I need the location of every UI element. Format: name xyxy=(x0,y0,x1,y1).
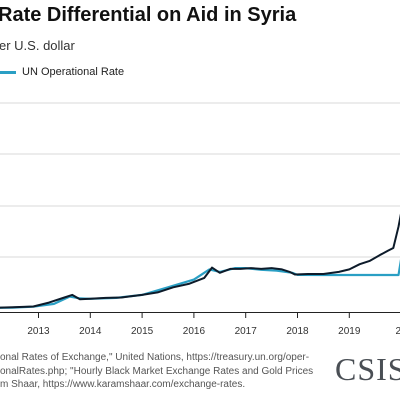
grid-lines xyxy=(0,102,400,258)
x-tick-label: 2013 xyxy=(27,326,50,337)
legend: UN Operational Rate xyxy=(0,66,124,80)
legend-label: UN Operational Rate xyxy=(22,66,125,78)
source-line: onalRates.php; "Hourly Black Market Exch… xyxy=(0,365,314,377)
x-axis-ticks: 2013 2014 2015 2016 2017 2018 2019 20 xyxy=(27,312,400,337)
chart-title: Rate Differential on Aid in Syria xyxy=(0,4,297,26)
x-tick-label: 20 xyxy=(396,326,400,337)
x-tick-label: 2019 xyxy=(338,326,361,337)
chart: 2013 2014 2015 2016 2017 2018 2019 20 xyxy=(0,102,400,337)
x-tick-label: 2016 xyxy=(183,326,206,337)
series-lines xyxy=(0,213,400,309)
x-tick-label: 2017 xyxy=(235,326,258,337)
source-note: onal Rates of Exchange," United Nations,… xyxy=(0,351,330,392)
series-line-black-market-rate xyxy=(0,213,400,309)
series-line-un-operational-rate xyxy=(0,259,400,309)
legend-item-un-operational-rate: UN Operational Rate xyxy=(0,66,124,78)
chart-subtitle: er U.S. dollar xyxy=(0,38,75,53)
x-tick-label: 2014 xyxy=(79,326,102,337)
x-tick-label: 2015 xyxy=(131,326,154,337)
legend-swatch xyxy=(0,70,16,74)
source-line: m Shaar, https://www.karamshaar.com/exch… xyxy=(0,379,246,390)
csis-logo: CSIS xyxy=(335,351,400,387)
source-line: onal Rates of Exchange," United Nations,… xyxy=(0,352,310,363)
x-tick-label: 2018 xyxy=(286,326,309,337)
